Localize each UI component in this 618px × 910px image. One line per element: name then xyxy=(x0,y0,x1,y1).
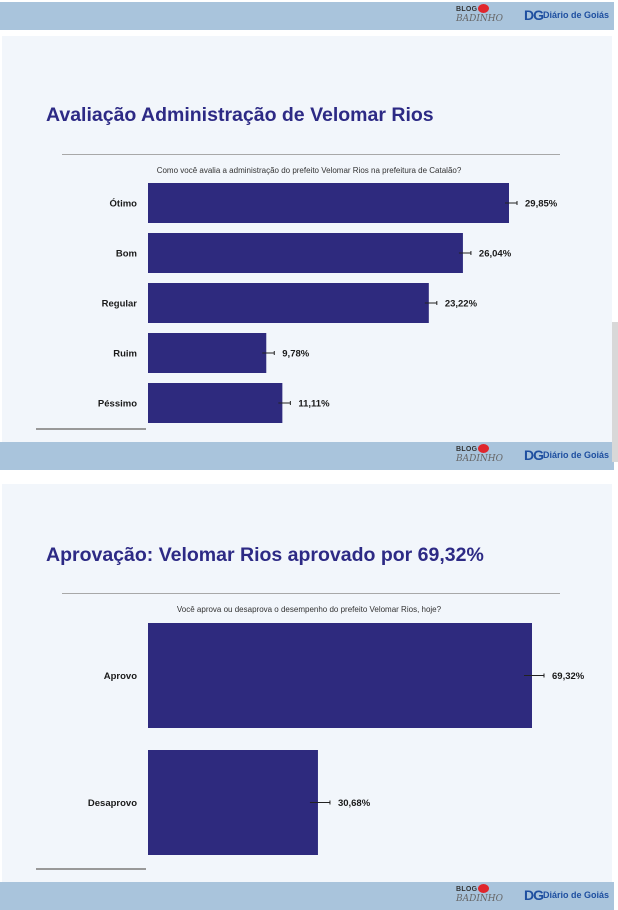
bar-0-2 xyxy=(148,283,429,323)
blog-logo-line2: BADINHO xyxy=(456,14,503,24)
evaluation-question: Como você avalia a administração do pref… xyxy=(156,166,462,175)
dg-mark: DG xyxy=(524,447,544,463)
blog-logo-line2: BADINHO xyxy=(456,454,503,464)
middle-brand-strip: BLOG BADINHO DG Diário de Goiás xyxy=(0,442,614,470)
blog-logo-line1: BLOG xyxy=(456,6,478,13)
value-label-1-1: 30,68% xyxy=(338,798,371,809)
bar-0-0 xyxy=(148,183,509,223)
evaluation-title: Avaliação Administração de Velomar Rios xyxy=(46,104,434,126)
category-label-0-2: Regular xyxy=(102,299,138,310)
category-label-0-0: Ótimo xyxy=(110,198,138,210)
bar-0-3 xyxy=(148,333,267,373)
approval-chart-baseline-shadow xyxy=(36,868,146,870)
bar-0-4 xyxy=(148,383,283,423)
dg-mark: DG xyxy=(524,7,544,23)
blog-badge-dot xyxy=(478,444,489,453)
blog-logo-line1: BLOG xyxy=(456,886,478,893)
blog-logo-line1: BLOG xyxy=(456,446,478,453)
blog-badinho-logo: BLOG BADINHO xyxy=(456,884,503,907)
evaluation-title-rule xyxy=(62,154,560,155)
blog-badinho-logo: BLOG BADINHO xyxy=(456,444,503,467)
approval-title-rule xyxy=(62,593,560,594)
blog-badinho-logo: BLOG BADINHO xyxy=(456,4,503,27)
value-label-0-2: 23,22% xyxy=(445,299,478,310)
category-label-0-3: Ruim xyxy=(113,349,137,360)
dg-name: Diário de Goiás xyxy=(543,10,610,20)
top-brand-strip: BLOG BADINHO DG Diário de Goiás xyxy=(0,2,614,30)
blog-badge-dot xyxy=(478,884,489,893)
blog-badge-dot xyxy=(478,4,489,13)
evaluation-chart-baseline-shadow xyxy=(36,428,146,430)
approval-question: Você aprova ou desaprova o desempenho do… xyxy=(176,605,442,614)
diario-de-goias-logo: DG Diário de Goiás xyxy=(524,885,610,907)
bottom-brand-strip: BLOG BADINHO DG Diário de Goiás xyxy=(0,882,614,910)
approval-title: Aprovação: Velomar Rios aprovado por 69,… xyxy=(46,544,484,566)
value-label-0-0: 29,85% xyxy=(525,199,558,210)
category-label-0-1: Bom xyxy=(116,249,137,260)
value-label-1-0: 69,32% xyxy=(552,671,585,682)
value-label-0-3: 9,78% xyxy=(282,349,309,360)
diario-de-goias-logo: DG Diário de Goiás xyxy=(524,5,610,27)
bar-0-1 xyxy=(148,233,463,273)
category-label-1-1: Desaprovo xyxy=(88,798,137,809)
dg-name: Diário de Goiás xyxy=(543,450,610,460)
value-label-0-4: 11,11% xyxy=(298,399,330,410)
dg-mark: DG xyxy=(524,887,544,903)
bar-1-1 xyxy=(148,750,318,855)
value-label-0-1: 26,04% xyxy=(479,249,512,260)
dg-name: Diário de Goiás xyxy=(543,890,610,900)
diario-de-goias-logo: DG Diário de Goiás xyxy=(524,445,610,467)
blog-logo-line2: BADINHO xyxy=(456,894,503,904)
bar-1-0 xyxy=(148,623,532,728)
category-label-0-4: Péssimo xyxy=(98,399,137,410)
category-label-1-0: Aprovo xyxy=(104,671,137,682)
scrollbar-thumb[interactable] xyxy=(612,322,618,462)
